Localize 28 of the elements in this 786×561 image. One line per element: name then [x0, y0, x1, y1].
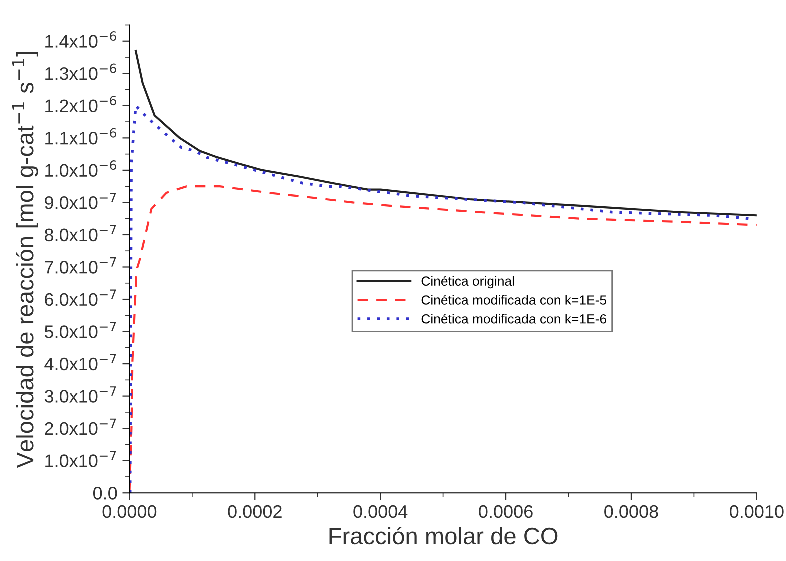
line-series: [130, 104, 752, 494]
legend-label: Cinética modificada con k=1E-5: [422, 295, 607, 305]
y-tick-label: 2.0x10$^{−7}$: [45, 418, 116, 436]
y-tick-label: 1.0x10$^{−6}$: [46, 160, 116, 178]
y-tick-label: 5.0x10$^{−7}$: [44, 322, 116, 338]
legend-label: Cinética modificada con k=1E-6: [422, 314, 606, 324]
y-tick-label: 1.0x10$^{−7}$: [46, 451, 116, 468]
y-tick-label: 6.0x10$^{−7}$: [45, 290, 116, 306]
x-tick-label: 0.0006: [479, 505, 533, 518]
y-tick-label: 3.0x10$^{−7}$: [44, 386, 116, 403]
x-tick-label: 0.0008: [604, 505, 658, 518]
x-axis-title: Fracción molar de CO: [330, 527, 558, 545]
x-tick-label: 0.0010: [730, 505, 784, 518]
y-tick-label: 1.1x10$^{−6}$: [46, 128, 116, 145]
y-tick-label: 0.0: [93, 487, 118, 500]
legend-label: Cinética original: [422, 276, 514, 289]
y-tick-label: 9.0x10$^{−7}$: [45, 193, 116, 210]
line-series: [134, 50, 757, 217]
y-axis-title: Velocidad de reacción [mol g-cat$^{−1}$ s$^{−1}$]: [12, 52, 38, 468]
y-tick-label: 4.0x10$^{−7}$: [44, 354, 116, 371]
y-tick-label: 8.0x10$^{−7}$: [45, 225, 116, 242]
y-tick-label: 1.3x10$^{−6}$: [46, 64, 116, 80]
y-tick-label: 1.2x10$^{−6}$: [46, 96, 116, 112]
x-tick-label: 0.0000: [102, 505, 157, 518]
y-tick-label: 1.4x10$^{−6}$: [46, 31, 116, 48]
x-tick-label: 0.0004: [354, 505, 408, 518]
y-tick-label: 7.0x10$^{−7}$: [45, 258, 116, 274]
x-tick-label: 0.0002: [228, 505, 282, 518]
